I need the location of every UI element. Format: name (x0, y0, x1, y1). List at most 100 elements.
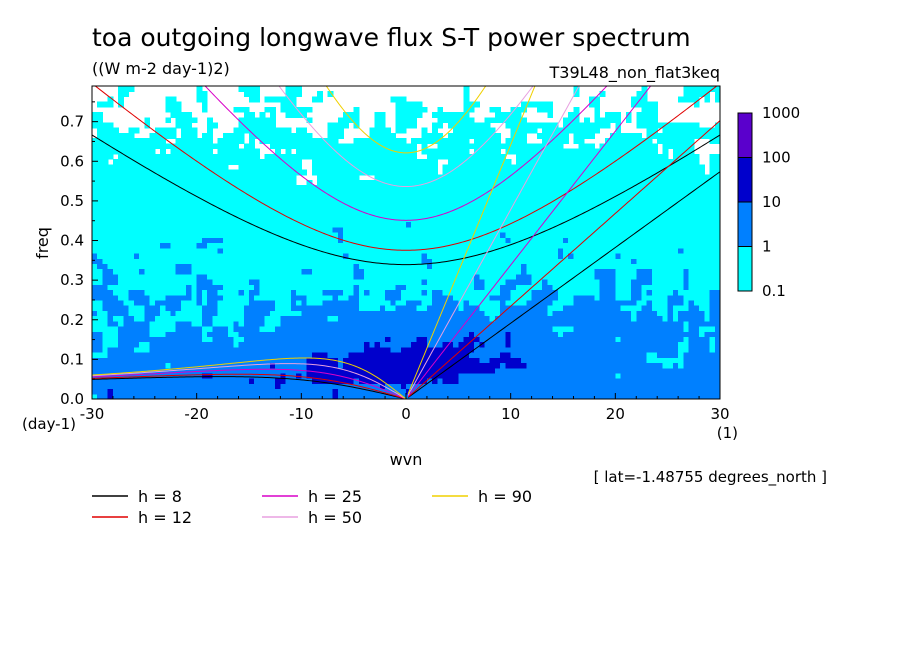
heatmap-cell (662, 393, 669, 399)
heatmap-cell (97, 279, 104, 285)
heatmap-cell (573, 190, 580, 197)
heatmap-cell (102, 284, 109, 291)
heatmap-cell (468, 299, 475, 306)
heatmap-cell (426, 190, 433, 197)
heatmap-cell (332, 325, 339, 332)
heatmap-cell (563, 357, 569, 364)
heatmap-cell (672, 221, 679, 228)
heatmap-cell (625, 279, 632, 285)
heatmap-cell (290, 294, 297, 301)
heatmap-cell (479, 252, 486, 259)
heatmap-cell (651, 367, 658, 374)
heatmap-cell (249, 362, 255, 369)
heatmap-cell (552, 211, 559, 218)
heatmap-cell (374, 341, 381, 348)
heatmap-cell (133, 242, 140, 249)
heatmap-cell (385, 232, 391, 238)
heatmap-cell (406, 226, 412, 233)
heatmap-cell (118, 336, 124, 343)
heatmap-cell (301, 268, 308, 275)
heatmap-cell (343, 388, 350, 395)
heatmap-cell (112, 289, 119, 296)
heatmap-cell (458, 190, 465, 197)
heatmap-cell (594, 289, 601, 296)
heatmap-cell (688, 315, 695, 322)
heatmap-cell (364, 388, 370, 395)
heatmap-cell (212, 289, 219, 296)
heatmap-cell (442, 357, 449, 364)
heatmap-cell (709, 362, 716, 369)
heatmap-cell (264, 294, 271, 301)
heatmap-cell (249, 336, 255, 343)
heatmap-cell (426, 362, 433, 369)
heatmap-cell (646, 320, 653, 327)
heatmap-cell (191, 367, 198, 374)
heatmap-cell (615, 221, 622, 228)
heatmap-cell (714, 216, 720, 223)
heatmap-cell (269, 310, 276, 317)
heatmap-cell (484, 216, 491, 223)
heatmap-cell (191, 216, 198, 223)
heatmap-cell (421, 232, 428, 238)
heatmap-cell (693, 221, 700, 228)
heatmap-cell (578, 367, 585, 374)
heatmap-cell (578, 185, 585, 191)
heatmap-cell (238, 357, 245, 364)
heatmap-cell (667, 378, 674, 384)
heatmap-cell (353, 258, 360, 264)
heatmap-cell (453, 284, 459, 291)
heatmap-cell (447, 200, 454, 207)
heatmap-cell (552, 310, 559, 317)
heatmap-cell (290, 346, 297, 353)
heatmap-cell (468, 325, 475, 332)
heatmap-cell (500, 336, 507, 343)
heatmap-cell (280, 388, 287, 395)
heatmap-cell (400, 367, 407, 374)
heatmap-cell (385, 336, 391, 343)
heatmap-cell (400, 320, 407, 327)
heatmap-cell (678, 237, 684, 244)
heatmap-cell (489, 367, 496, 374)
heatmap-cell (322, 211, 329, 218)
heatmap-cell (468, 341, 475, 348)
heatmap-cell (165, 378, 172, 384)
heatmap-cell (301, 388, 308, 395)
heatmap-cell (154, 336, 161, 343)
heatmap-cell (201, 273, 208, 280)
heatmap-cell (536, 247, 543, 254)
heatmap-cell (636, 205, 643, 212)
heatmap-cell (489, 372, 496, 379)
heatmap-cell (170, 263, 177, 270)
heatmap-cell (238, 179, 245, 186)
heatmap-cell (688, 289, 695, 296)
heatmap-cell (463, 357, 470, 364)
heatmap-cell (118, 320, 124, 327)
heatmap-cell (468, 242, 475, 249)
heatmap-cell (290, 362, 297, 369)
heatmap-cell (107, 263, 114, 270)
heatmap-cell (474, 378, 480, 384)
heatmap-cell (165, 247, 172, 254)
heatmap-cell (170, 190, 177, 197)
heatmap-cell (400, 357, 407, 364)
heatmap-cell (573, 289, 580, 296)
heatmap-cell (233, 211, 240, 218)
heatmap-cell (180, 341, 187, 348)
heatmap-cell (688, 362, 695, 369)
heatmap-cell (238, 273, 245, 280)
heatmap-cell (259, 211, 266, 218)
heatmap-cell (468, 362, 475, 369)
heatmap-cell (563, 195, 569, 202)
heatmap-cell (709, 252, 716, 259)
heatmap-cell (285, 346, 292, 353)
heatmap-cell (552, 216, 559, 223)
heatmap-cell (207, 289, 213, 296)
heatmap-cell (364, 331, 370, 337)
heatmap-cell (599, 367, 606, 374)
heatmap-cell (160, 232, 166, 238)
heatmap-cell (547, 393, 554, 399)
heatmap-cell (563, 336, 569, 343)
heatmap-cell (620, 237, 627, 244)
heatmap-cell (343, 268, 350, 275)
heatmap-cell (625, 190, 632, 197)
